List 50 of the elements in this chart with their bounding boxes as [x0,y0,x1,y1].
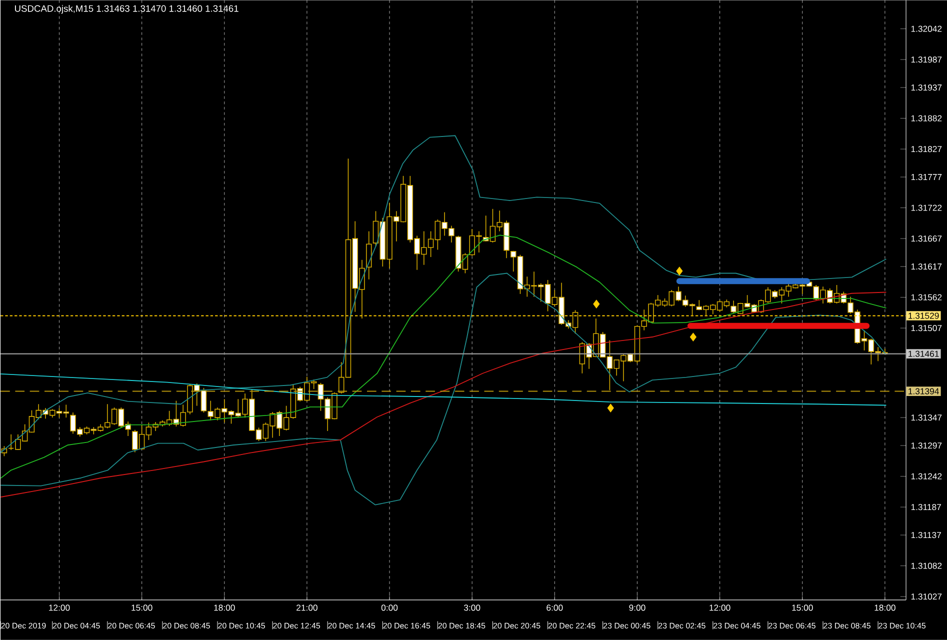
text: 20 Dec 08:45 [163,622,210,629]
y-tick-label: 1.31882 [911,115,942,122]
y-tick-label: 1.31987 [911,56,942,63]
text: 23 Dec 02:45 [658,622,706,629]
ref-line-label: 1.31529 [908,312,939,319]
chart-title: USDCAD.ojsk,M15 1.31463 1.31470 1.31460 1.31461 [15,5,238,14]
text: 20 Dec 06:45 [108,622,155,629]
x-tick-label: 0:00 [381,604,398,611]
y-tick-label: 1.31777 [911,174,942,180]
text: 20 Dec 18:45 [438,622,486,629]
x-tick-label: 12:00 [49,604,70,611]
y-tick-label: 1.31827 [911,146,942,152]
text: 20 Dec 22:45 [548,622,596,629]
x-tick-label: 6:00 [546,604,563,611]
text: 23 Dec 08:45 [824,622,870,629]
text: 20 Dec 16:45 [383,622,430,629]
x-tick-label: 9:00 [629,604,646,611]
y-tick-label: 1.31722 [911,204,942,211]
x-tick-label: 15:00 [132,604,152,611]
x-tick-label: 12:00 [710,604,730,611]
y-tick-label: 1.31937 [911,84,942,91]
y-tick-label: 1.31507 [911,325,942,332]
y-tick-label: 1.31137 [911,532,941,538]
text: 23 Dec 00:45 [603,622,650,629]
text: 20 Dec 12:45 [273,622,320,629]
text: 20 Dec 14:45 [328,622,376,629]
text: 20 Dec 20:45 [493,622,540,629]
x-tick-label: 15:00 [792,604,813,611]
y-tick-label: 1.31562 [911,294,942,300]
y-tick-label: 1.31617 [911,264,942,270]
y-tick-label: 1.31297 [911,442,942,449]
text: 23 Dec 06:45 [768,622,816,629]
x-tick-label: 21:00 [296,604,318,611]
x-tick-label: 18:00 [874,604,896,611]
ref-line-label: 1.31461 [908,350,939,357]
ref-line-label: 1.31394 [908,388,939,394]
y-tick-label: 1.32042 [911,26,942,32]
text: 23 Dec 10:45 [878,622,926,629]
text: 23 Dec 04:45 [714,622,760,629]
x-tick-label: 18:00 [214,604,235,611]
y-tick-label: 1.31027 [911,594,942,600]
text: 20 Dec 04:45 [53,622,100,629]
y-tick-label: 1.31347 [911,414,942,421]
y-tick-label: 1.31242 [911,473,942,480]
y-tick-label: 1.31187 [911,504,941,510]
text: 20 Dec 10:45 [218,622,265,629]
x-tick-label: 3:00 [464,604,480,611]
y-tick-label: 1.31082 [911,562,942,569]
y-tick-label: 1.31667 [911,236,942,242]
text: 20 Dec 2019 [1,622,46,629]
